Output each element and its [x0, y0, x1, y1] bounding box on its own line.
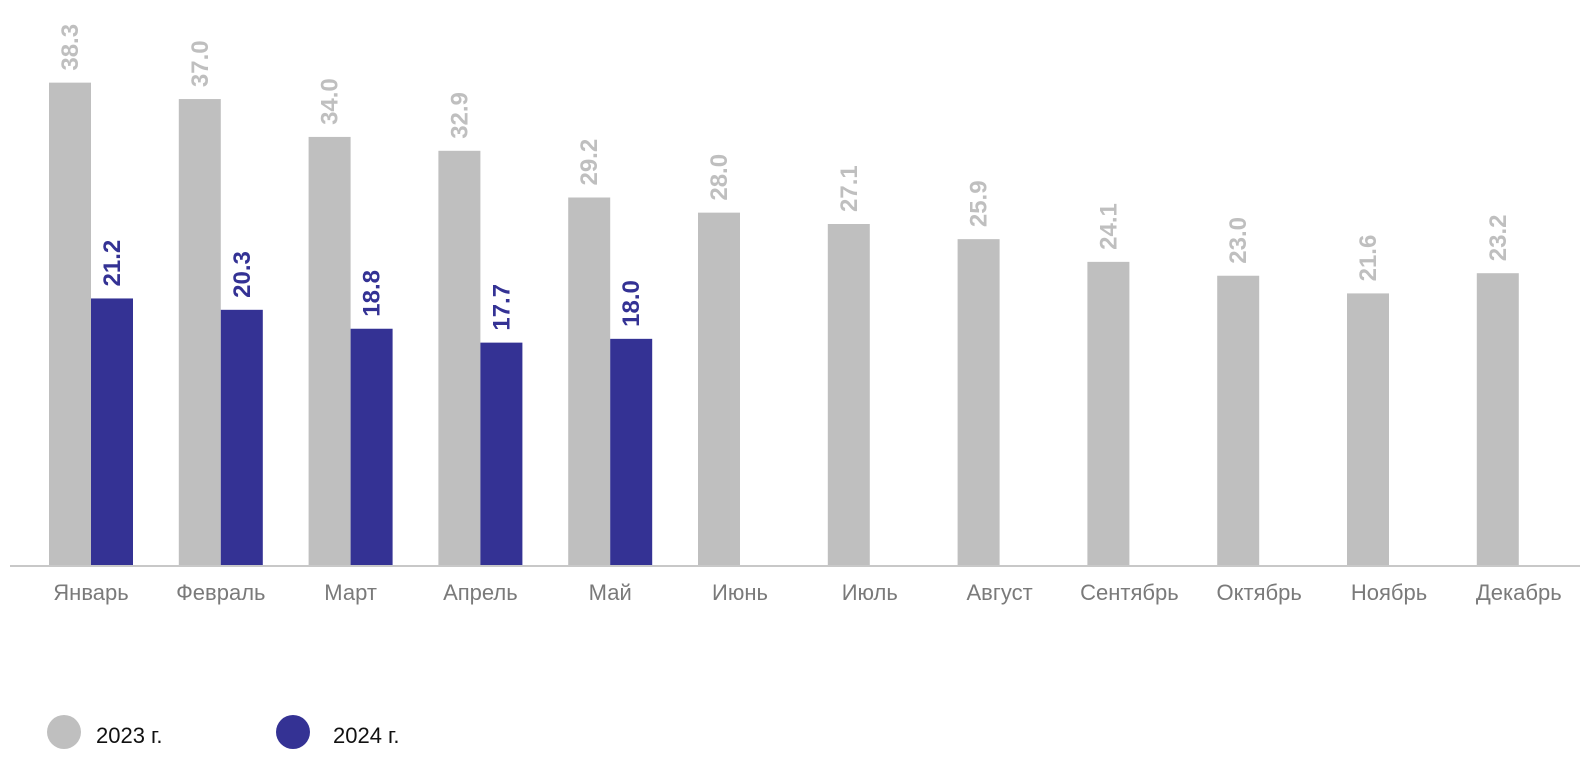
value-label-2023-4: 29.2 — [576, 139, 603, 186]
value-label-2023-2: 34.0 — [317, 78, 344, 125]
bar-2023-8 — [1087, 261, 1130, 566]
value-label-2024-1: 20.3 — [229, 251, 256, 298]
value-label-2023-6: 27.1 — [836, 165, 863, 212]
bars-layer — [49, 82, 1519, 567]
x-tick-label-1: Февраль — [176, 580, 265, 605]
x-tick-label-7: Август — [966, 580, 1032, 605]
legend-item-2023: 2023 г. — [47, 715, 163, 749]
bar-2024-3 — [480, 342, 523, 566]
value-label-2023-0: 38.3 — [57, 24, 84, 71]
legend-label-2024: 2024 г. — [333, 723, 400, 748]
legend-swatch-2024 — [276, 715, 310, 749]
legend-swatch-2023 — [47, 715, 81, 749]
x-tick-label-6: Июль — [842, 580, 898, 605]
bar-2023-9 — [1217, 275, 1260, 566]
legend-label-2023: 2023 г. — [96, 723, 163, 748]
bar-2023-2 — [308, 136, 351, 567]
bar-2024-4 — [610, 338, 653, 566]
bar-2024-1 — [220, 309, 263, 566]
x-tick-label-8: Сентябрь — [1080, 580, 1179, 605]
bar-2024-0 — [91, 298, 133, 566]
value-labels-layer: 38.3 21.2 37.0 20.3 34.0 18.8 32.9 17.7 29.2 18.0… — [57, 24, 1512, 331]
x-tick-label-5: Июнь — [712, 580, 768, 605]
value-label-2024-4: 18.0 — [618, 280, 645, 327]
legend: 2023 г. 2024 г. — [47, 715, 400, 749]
bar-2023-1 — [178, 99, 221, 566]
bar-2023-10 — [1347, 293, 1389, 566]
x-tick-label-9: Октябрь — [1217, 580, 1302, 605]
value-label-2023-11: 23.2 — [1485, 214, 1512, 261]
bar-2023-7 — [957, 239, 1000, 566]
bar-2023-11 — [1476, 273, 1519, 566]
bar-2024-2 — [350, 328, 393, 566]
x-tick-label-4: Май — [589, 580, 632, 605]
x-tick-label-2: Март — [324, 580, 377, 605]
x-tick-label-11: Декабрь — [1476, 580, 1562, 605]
value-label-2023-9: 23.0 — [1225, 217, 1252, 264]
bar-2023-5 — [698, 212, 740, 566]
value-label-2023-5: 28.0 — [706, 154, 733, 201]
value-label-2023-3: 32.9 — [446, 92, 473, 139]
x-tick-label-0: Январь — [53, 580, 128, 605]
bar-2023-6 — [827, 223, 870, 567]
legend-item-2024: 2024 г. — [276, 715, 400, 749]
value-label-2023-8: 24.1 — [1095, 203, 1122, 250]
value-label-2024-3: 17.7 — [488, 284, 515, 331]
bar-2023-0 — [49, 82, 91, 567]
value-label-2024-0: 21.2 — [99, 240, 126, 287]
bar-2023-4 — [568, 197, 611, 566]
value-label-2023-10: 21.6 — [1355, 235, 1382, 282]
value-label-2024-2: 18.8 — [359, 270, 386, 317]
bar-2023-3 — [438, 150, 481, 566]
value-label-2023-7: 25.9 — [966, 180, 993, 227]
x-tick-label-3: Апрель — [443, 580, 518, 605]
x-tick-label-10: Ноябрь — [1351, 580, 1427, 605]
x-axis-ticks: Январь Февраль Март Апрель Май Июнь Июль Август… — [53, 580, 1561, 605]
value-label-2023-1: 37.0 — [187, 40, 214, 87]
